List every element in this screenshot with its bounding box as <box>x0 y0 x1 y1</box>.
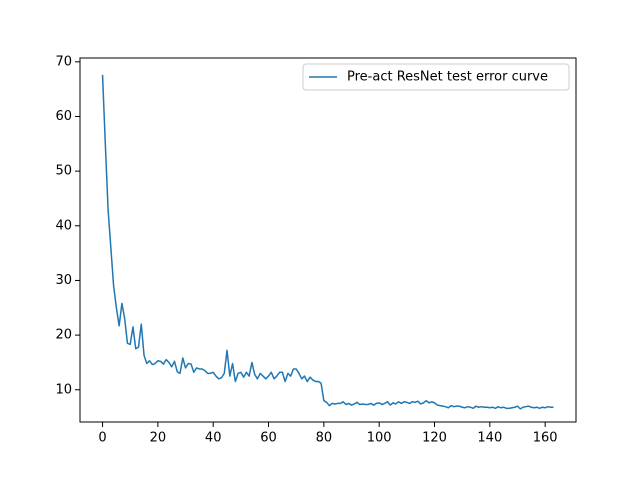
x-tick-label: 120 <box>422 431 447 446</box>
y-tick-label: 70 <box>55 54 72 69</box>
y-tick-label: 40 <box>55 218 72 233</box>
y-tick-label: 10 <box>55 382 72 397</box>
legend-box <box>302 63 570 91</box>
y-tick-label: 20 <box>55 328 72 343</box>
y-tick-label: 30 <box>55 273 72 288</box>
data-line <box>101 74 554 410</box>
x-tick-label: 20 <box>150 431 167 446</box>
y-tick-label: 60 <box>55 109 72 124</box>
legend-label: Pre-act ResNet test error curve <box>347 70 548 85</box>
x-tick-label: 0 <box>98 431 106 446</box>
x-tick-label: 80 <box>316 431 333 446</box>
x-tick-label: 40 <box>205 431 222 446</box>
x-tick-label: 60 <box>260 431 277 446</box>
x-tick-label: 100 <box>367 431 392 446</box>
y-tick-label: 50 <box>55 164 72 179</box>
x-tick-label: 160 <box>533 431 558 446</box>
x-tick-label: 140 <box>477 431 502 446</box>
axes-frame <box>79 57 577 423</box>
